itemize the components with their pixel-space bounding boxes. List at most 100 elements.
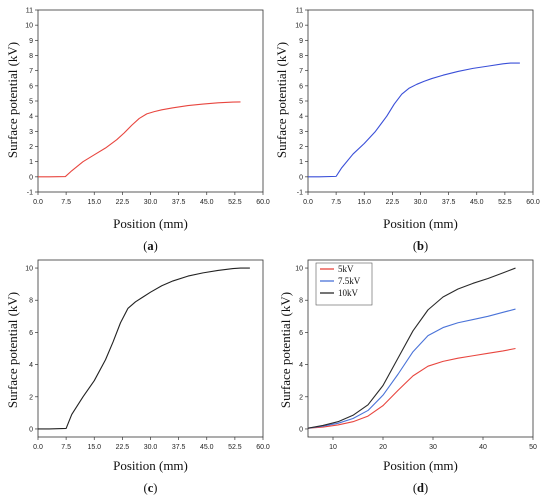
x-tick-label: 22.5 [386, 199, 400, 206]
y-tick-label: 4 [299, 114, 303, 121]
x-tick-label: 50 [529, 444, 537, 451]
x-tick-label: 45.0 [200, 199, 214, 206]
y-tick-label: 6 [299, 83, 303, 90]
x-axis-label: Position (mm) [113, 458, 188, 473]
series-line-75kv [307, 308, 516, 429]
x-tick-label: 7.5 [331, 199, 341, 206]
y-tick-label: 2 [29, 394, 33, 401]
y-tick-label: 8 [299, 298, 303, 305]
x-tick-label: 60.0 [256, 199, 270, 206]
y-tick-label: 4 [299, 362, 303, 369]
y-tick-label: 0 [29, 174, 33, 181]
y-tick-label: 0 [299, 426, 303, 433]
series-line-10kv [307, 267, 516, 429]
x-tick-label: 20 [379, 444, 387, 451]
y-tick-label: 8 [29, 298, 33, 305]
plot-frame [37, 9, 264, 193]
y-tick-label: 9 [29, 38, 33, 45]
x-tick-label: 15.0 [357, 199, 371, 206]
plot-frame [307, 259, 534, 438]
y-tick-label: 8 [299, 53, 303, 60]
x-tick-label: 30 [429, 444, 437, 451]
y-tick-label: 4 [29, 114, 33, 121]
y-tick-label: 8 [29, 53, 33, 60]
x-tick-label: 45.0 [200, 444, 214, 451]
y-tick-label: 7 [299, 68, 303, 75]
x-axis-label: Position (mm) [383, 216, 458, 231]
x-tick-label: 52.5 [228, 199, 242, 206]
y-tick-label: 10 [295, 23, 303, 30]
x-tick-label: 37.5 [442, 199, 456, 206]
y-tick-label: 1 [29, 159, 33, 166]
y-tick-label: 1 [299, 159, 303, 166]
y-tick-label: -1 [297, 190, 303, 197]
x-tick-label: 52.5 [498, 199, 512, 206]
y-tick-label: 11 [296, 8, 303, 15]
x-tick-label: 0.0 [33, 199, 43, 206]
y-tick-label: 6 [29, 330, 33, 337]
y-tick-label: 11 [26, 8, 33, 15]
x-axis-label: Position (mm) [113, 216, 188, 231]
panel-label: (a) [143, 239, 158, 253]
y-tick-label: 9 [299, 38, 303, 45]
legend-label: 5kV [338, 264, 354, 274]
x-tick-label: 37.5 [172, 199, 186, 206]
panel-label: (c) [144, 481, 158, 495]
y-axis-label: Surface potential (kV) [5, 42, 20, 158]
y-tick-label: 7 [29, 68, 33, 75]
legend-label: 7.5kV [338, 276, 361, 286]
y-tick-label: 0 [29, 426, 33, 433]
x-axis-label: Position (mm) [383, 458, 458, 473]
series-line-0 [38, 267, 250, 430]
chart-panel-a: 0.0 7.5 15.0 22.5 30.0 37.5 45.0 52.5 60.0 -1 0 1 2 3… [5, 8, 270, 254]
series-line-0 [38, 101, 241, 178]
y-tick-label: 5 [299, 99, 303, 106]
x-tick-label: 30.0 [144, 444, 158, 451]
x-tick-label: 15.0 [87, 444, 101, 451]
y-axis-label: Surface potential (kV) [274, 42, 289, 158]
panel-label: (d) [413, 481, 428, 495]
plot-frame [307, 9, 534, 193]
x-tick-label: 40 [479, 444, 487, 451]
y-tick-label: 2 [299, 394, 303, 401]
panel-label: (b) [413, 239, 428, 253]
series-line-0 [308, 62, 520, 178]
y-tick-label: 0 [299, 174, 303, 181]
y-tick-label: 6 [29, 83, 33, 90]
x-tick-label: 15.0 [87, 199, 101, 206]
legend-box [315, 262, 373, 306]
x-tick-label: 45.0 [470, 199, 484, 206]
x-tick-label: 7.5 [61, 444, 71, 451]
y-tick-label: 3 [29, 129, 33, 136]
x-tick-label: 52.5 [228, 444, 242, 451]
chart-panel-b: 0.0 7.5 15.0 22.5 30.0 37.5 45.0 52.5 60.0 -1 0 1 2 3… [274, 8, 540, 254]
y-tick-label: 10 [25, 266, 33, 273]
x-tick-label: 37.5 [172, 444, 186, 451]
x-tick-label: 10 [329, 444, 337, 451]
y-tick-label: -1 [27, 190, 33, 197]
y-tick-label: 5 [29, 99, 33, 106]
x-tick-label: 22.5 [116, 199, 130, 206]
y-tick-label: 10 [295, 266, 303, 273]
y-tick-label: 4 [29, 362, 33, 369]
x-tick-label: 30.0 [144, 199, 158, 206]
x-tick-label: 60.0 [256, 444, 270, 451]
y-axis-label: Surface potential (kV) [5, 292, 20, 408]
series-line-5kv [307, 347, 516, 429]
chart-panel-d: 10 20 30 40 50 0 2 4 6 8 10 Position (mm) Surface po… [278, 259, 537, 495]
y-tick-label: 2 [29, 144, 33, 151]
plot-frame [37, 259, 264, 438]
x-tick-label: 22.5 [116, 444, 130, 451]
y-axis-label: Surface potential (kV) [278, 292, 293, 408]
y-tick-label: 2 [299, 144, 303, 151]
x-tick-label: 0.0 [33, 444, 43, 451]
legend-label: 10kV [338, 288, 359, 298]
x-tick-label: 60.0 [526, 199, 540, 206]
x-tick-label: 7.5 [61, 199, 71, 206]
y-tick-label: 6 [299, 330, 303, 337]
chart-panel-c: 0.0 7.5 15.0 22.5 30.0 37.5 45.0 52.5 60.0 0 2 4 6 8 1… [5, 259, 270, 495]
y-tick-label: 3 [299, 129, 303, 136]
y-tick-label: 10 [25, 23, 33, 30]
x-tick-label: 0.0 [303, 199, 313, 206]
